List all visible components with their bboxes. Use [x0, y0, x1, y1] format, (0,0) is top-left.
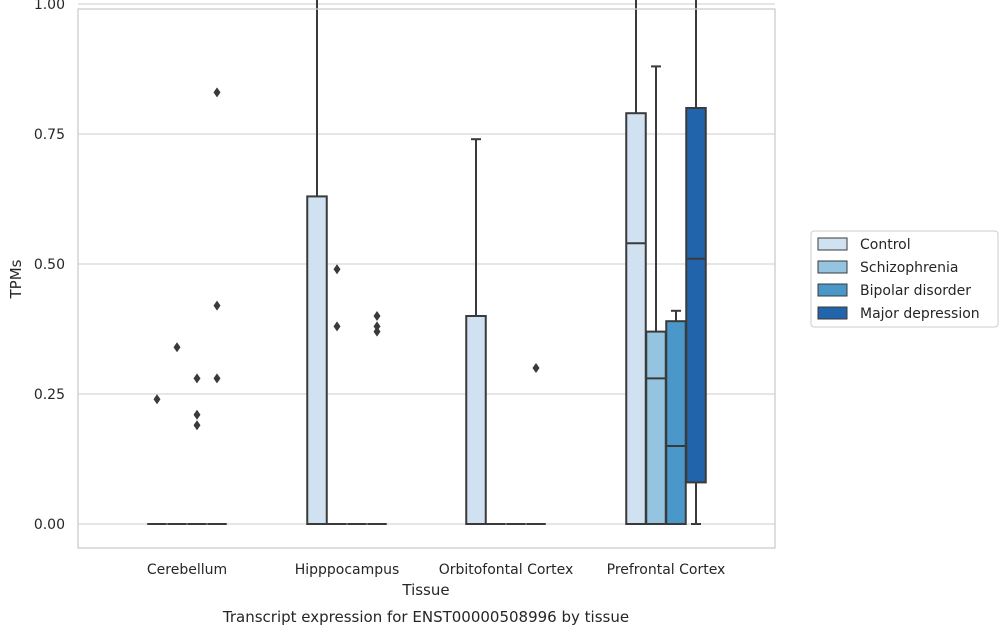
- outlier-point: [213, 373, 221, 384]
- legend-label: Major depression: [860, 306, 980, 322]
- box-body: [685, 107, 707, 484]
- box-schizophrenia: [327, 264, 347, 525]
- outlier-point: [333, 321, 341, 332]
- box-body: [306, 195, 328, 525]
- outlier-point: [193, 373, 201, 384]
- box-body: [645, 330, 667, 525]
- legend-label: Schizophrenia: [860, 260, 958, 276]
- y-tick-labels: 0.000.250.500.751.001.251.501.75: [34, 0, 65, 533]
- legend-swatch: [817, 283, 848, 297]
- plot-boxes: [147, 0, 707, 526]
- x-axis-label: Tissue: [401, 581, 449, 599]
- outlier-point: [373, 321, 381, 332]
- legend-label: Bipolar disorder: [860, 283, 971, 299]
- outlier-point: [333, 264, 341, 275]
- x-tick-label: Hipppocampus: [295, 562, 400, 578]
- x-tick-label: Cerebellum: [147, 562, 227, 578]
- x-tick-labels: Cerebellum Hipppocampus Orbitofontal Corte…: [147, 562, 725, 578]
- box-schizophrenia: [645, 65, 667, 525]
- x-tick-label: Orbitofontal Cortex: [439, 562, 574, 578]
- outlier-point: [532, 363, 540, 373]
- y-axis-label: TPMs: [7, 259, 25, 299]
- box-body: [625, 112, 647, 525]
- outlier-point: [193, 420, 201, 431]
- legend-swatch: [817, 306, 848, 320]
- outlier-point: [153, 394, 161, 405]
- outlier-point: [173, 342, 181, 353]
- outlier-point: [213, 87, 221, 98]
- box-major-depression: [207, 87, 227, 525]
- x-tick-label: Prefrontal Cortex: [607, 562, 726, 578]
- legend-swatch: [817, 260, 848, 274]
- y-tick-label: 0.75: [34, 127, 65, 143]
- legend-frame: [810, 230, 999, 328]
- box-major-depression: [526, 363, 546, 525]
- box-schizophrenia: [167, 342, 187, 525]
- outlier-point: [213, 300, 221, 311]
- box-body: [665, 320, 687, 526]
- y-tick-label: 0.00: [34, 517, 65, 533]
- plot-frame: [77, 8, 776, 549]
- legend-swatch: [817, 237, 848, 251]
- box-control: [306, 0, 328, 525]
- legend-label: Control: [860, 237, 911, 253]
- box-control: [147, 394, 167, 525]
- box-body: [465, 315, 487, 525]
- outlier-point: [373, 326, 381, 337]
- outlier-point: [373, 311, 381, 321]
- box-bipolar-disorder: [187, 373, 207, 525]
- box-bipolar-disorder: [347, 523, 367, 525]
- box-major-depression: [685, 0, 707, 525]
- chart-caption: Transcript expression for ENST0000050899…: [222, 608, 629, 626]
- y-tick-label: 0.50: [34, 257, 65, 273]
- y-tick-label: 0.25: [34, 387, 65, 403]
- y-tick-label: 1.00: [34, 0, 65, 13]
- box-control: [465, 138, 487, 525]
- outlier-point: [193, 409, 201, 420]
- legend: Control Schizophrenia Bipolar disorder Majo…: [810, 230, 999, 328]
- box-major-depression: [367, 311, 387, 525]
- box-bipolar-disorder: [665, 309, 687, 526]
- box-control: [625, 0, 647, 525]
